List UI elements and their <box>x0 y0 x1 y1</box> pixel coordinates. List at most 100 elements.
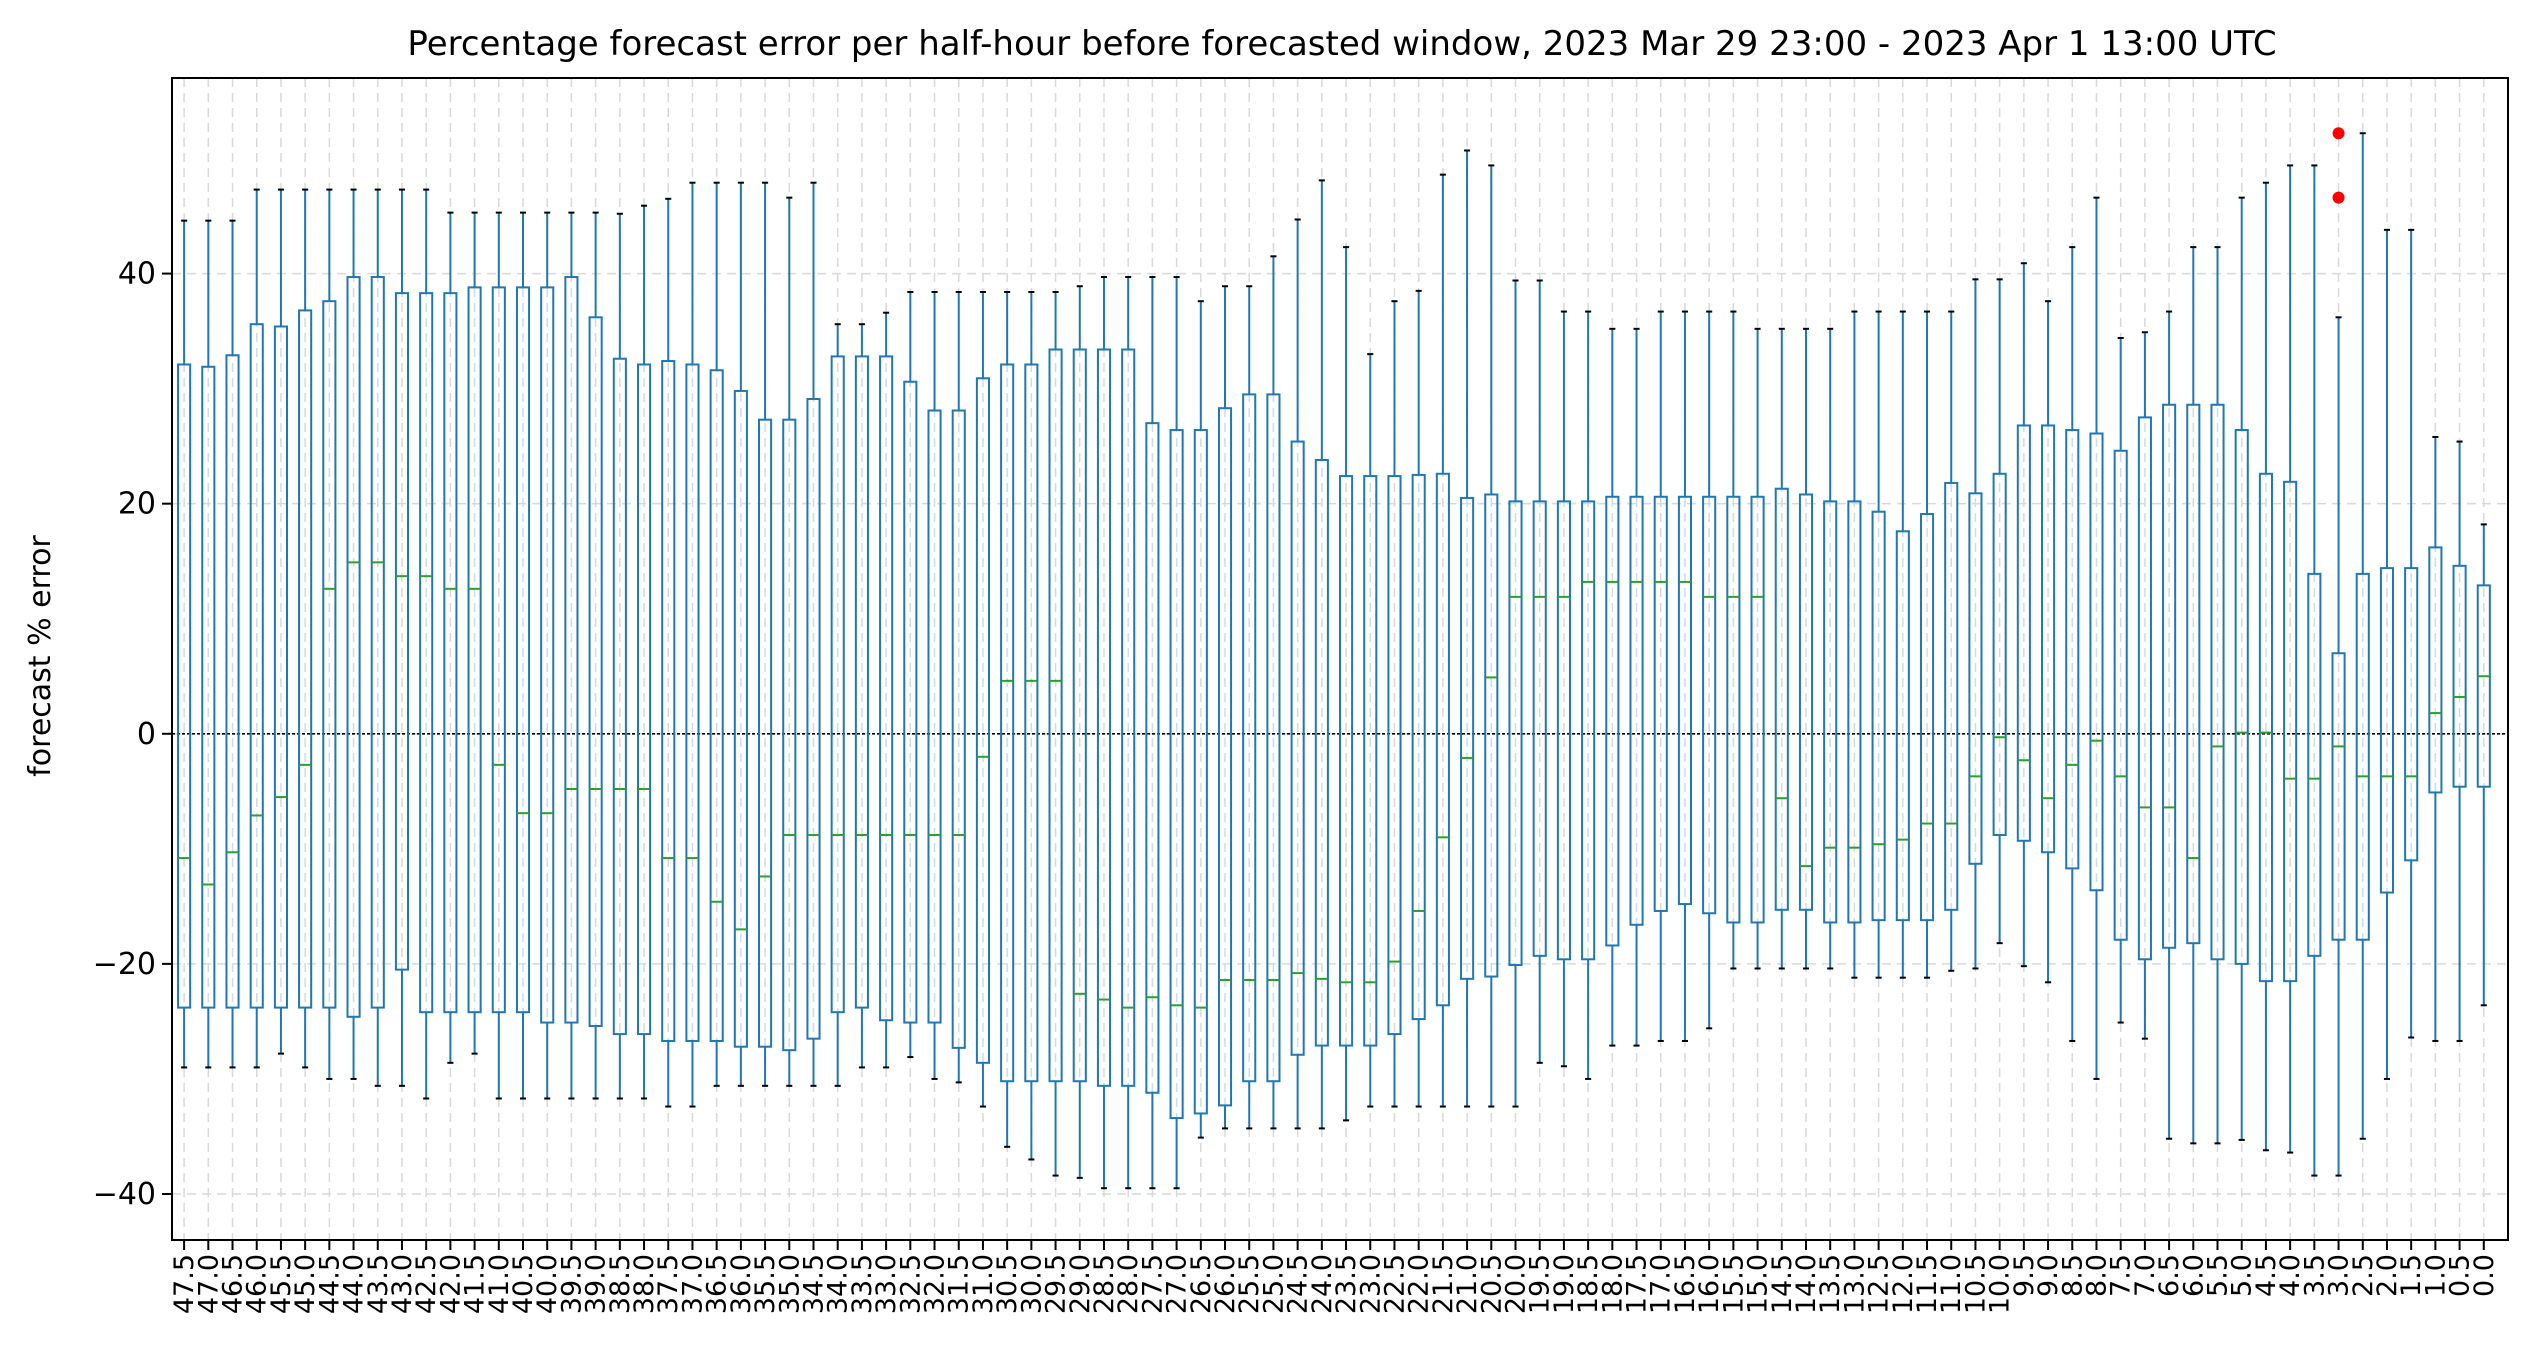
x-tick-label: 19.5 <box>1525 1254 1556 1314</box>
x-tick-label: 44.5 <box>314 1254 345 1314</box>
iqr-box <box>1750 495 1765 924</box>
box-47.5 <box>177 219 192 1069</box>
x-tick-label: 22.5 <box>1379 1254 1410 1314</box>
chart-title: Percentage forecast error per half-hour … <box>407 24 2276 64</box>
iqr-box <box>346 276 361 1018</box>
box-16.0 <box>1702 310 1717 1030</box>
iqr-box <box>2162 403 2177 949</box>
x-tick-label: 2.5 <box>2348 1254 2379 1297</box>
iqr-box <box>1992 472 2007 837</box>
box-21.0 <box>1460 149 1475 1108</box>
iqr-box <box>1460 496 1475 980</box>
iqr-box <box>782 418 797 1052</box>
x-tick-label: 10.5 <box>1960 1254 1991 1314</box>
iqr-box <box>1339 475 1354 1047</box>
x-tick-label: 28.0 <box>1113 1254 1144 1314</box>
x-tick-label: 26.0 <box>1210 1254 1241 1314</box>
x-tick-label: 46.0 <box>242 1254 273 1314</box>
box-18.5 <box>1581 310 1596 1080</box>
box-28.5 <box>1096 276 1112 1190</box>
iqr-box <box>2041 424 2056 854</box>
box-18.0 <box>1605 327 1620 1047</box>
iqr-box <box>2186 403 2201 945</box>
box-25.0 <box>1266 255 1281 1130</box>
iqr-box <box>1217 407 1233 1107</box>
iqr-box <box>1072 348 1087 1083</box>
y-tick-label: 0 <box>137 717 156 752</box>
iqr-box <box>2452 564 2467 788</box>
box-29.5 <box>1048 290 1063 1177</box>
x-tick-label: 3.0 <box>2324 1254 2355 1297</box>
iqr-box <box>1968 492 1983 865</box>
box-29.0 <box>1072 285 1087 1179</box>
box-22.0 <box>1411 289 1426 1108</box>
x-tick-label: 32.0 <box>920 1254 951 1314</box>
box-42.0 <box>443 211 458 1064</box>
iqr-box <box>249 323 264 1009</box>
box-45.0 <box>298 188 313 1069</box>
iqr-box <box>225 354 240 1009</box>
box-19.0 <box>1556 310 1571 1068</box>
x-tick-label: 1.0 <box>2420 1254 2451 1297</box>
iqr-box <box>1629 495 1644 926</box>
box-38.0 <box>636 204 652 1100</box>
iqr-box <box>1677 495 1693 906</box>
iqr-box <box>1484 493 1499 978</box>
iqr-box <box>322 300 337 1009</box>
iqr-box <box>2379 567 2395 894</box>
box-6.0 <box>2186 246 2201 1145</box>
box-43.0 <box>394 188 410 1087</box>
x-tick-label: 15.5 <box>1718 1254 1749 1314</box>
x-tick-label: 43.5 <box>363 1254 394 1314</box>
box-35.5 <box>758 181 773 1087</box>
x-tick-label: 6.0 <box>2178 1254 2209 1297</box>
box-26.5 <box>1193 300 1208 1139</box>
x-tick-label: 33.0 <box>871 1254 902 1314</box>
box-5.5 <box>2210 246 2225 1145</box>
x-tick-label: 32.5 <box>895 1254 926 1314</box>
x-tick-label: 45.0 <box>290 1254 321 1314</box>
x-tick-label: 42.5 <box>411 1254 442 1314</box>
iqr-box <box>1944 481 1959 911</box>
y-tick-label: −40 <box>93 1177 156 1212</box>
x-tick-label: 23.5 <box>1331 1254 1362 1314</box>
box-11.0 <box>1944 310 1959 972</box>
x-tick-label: 7.0 <box>2130 1254 2161 1297</box>
x-tick-label: 17.0 <box>1646 1254 1677 1314</box>
iqr-box <box>177 363 192 1009</box>
box-9.0 <box>2041 300 2056 984</box>
x-tick-label: 35.0 <box>774 1254 805 1314</box>
x-tick-label: 16.0 <box>1694 1254 1725 1314</box>
x-tick-label: 18.5 <box>1573 1254 1604 1314</box>
box-47.0 <box>201 219 216 1069</box>
x-tick-label: 39.0 <box>581 1254 612 1314</box>
iqr-box <box>685 363 700 1042</box>
iqr-box <box>1847 500 1862 924</box>
iqr-box <box>879 355 894 1022</box>
box-46.0 <box>249 188 264 1069</box>
x-tick-label: 42.0 <box>435 1254 466 1314</box>
x-tick-label: 17.5 <box>1622 1254 1653 1314</box>
x-tick-label: 47.5 <box>169 1254 200 1314</box>
box-10.0 <box>1992 278 2007 945</box>
x-tick-label: 11.5 <box>1912 1254 1943 1314</box>
iqr-box <box>1726 495 1741 924</box>
iqr-box <box>273 325 288 1009</box>
box-8.0 <box>2089 196 2104 1080</box>
iqr-box <box>1895 530 1910 922</box>
x-tick-label: 13.0 <box>1839 1254 1870 1314</box>
iqr-box <box>2331 652 2346 941</box>
box-34.5 <box>806 181 821 1087</box>
box-9.5 <box>2016 262 2031 968</box>
iqr-box <box>201 365 216 1009</box>
iqr-box <box>2210 403 2225 961</box>
box-42.5 <box>419 188 434 1100</box>
iqr-box <box>1605 495 1620 947</box>
iqr-box <box>1435 472 1450 1007</box>
x-tick-label: 13.5 <box>1815 1254 1846 1314</box>
box-40.5 <box>515 211 531 1100</box>
x-tick-label: 30.0 <box>1016 1254 1047 1314</box>
x-tick-label: 28.5 <box>1089 1254 1120 1314</box>
x-tick-label: 20.0 <box>1501 1254 1532 1314</box>
x-tick-label: 3.5 <box>2299 1254 2330 1297</box>
